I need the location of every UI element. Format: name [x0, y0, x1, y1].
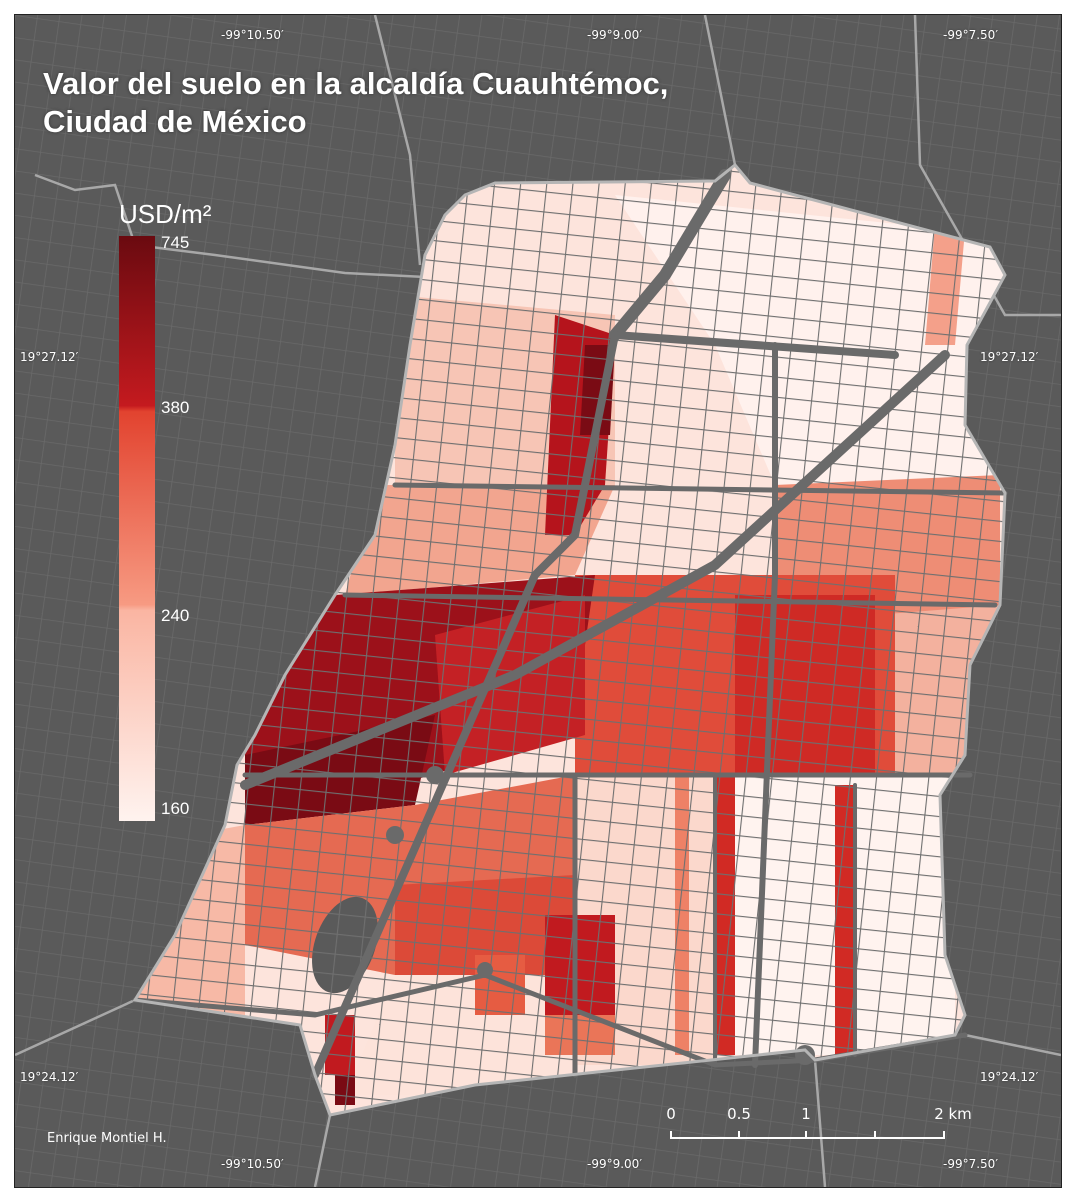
- lon-label-top-1: -99°10.50′: [221, 28, 284, 42]
- lat-label-left-1: 19°27.12′: [20, 350, 79, 364]
- lon-label-bottom-2: -99°9.00′: [587, 1157, 643, 1171]
- scale-label-2: 2 km: [934, 1105, 972, 1123]
- scale-label-1: 1: [801, 1105, 811, 1123]
- lat-label-left-2: 19°24.12′: [20, 1070, 79, 1084]
- legend-value-380: 380: [161, 398, 190, 417]
- scale-bar-line: [671, 1137, 945, 1139]
- map-title-line1: Valor del suelo en la alcaldía Cuauhtémo…: [43, 66, 669, 101]
- lon-label-top-3: -99°7.50′: [943, 28, 999, 42]
- neighbor-boundary-south: [15, 998, 1061, 1187]
- legend-title: USD/m²: [119, 199, 212, 229]
- lon-label-bottom-1: -99°10.50′: [221, 1157, 284, 1171]
- scale-tick-0-5: [738, 1131, 740, 1139]
- scale-tick-2: [943, 1131, 945, 1139]
- scale-label-0-5: 0.5: [727, 1105, 751, 1123]
- legend-value-max: 745: [161, 233, 190, 252]
- lat-label-right-2: 19°24.12′: [980, 1070, 1039, 1084]
- lon-label-bottom-3: -99°7.50′: [943, 1157, 999, 1171]
- author-credit: Enrique Montiel H.: [47, 1131, 167, 1146]
- lon-label-top-2: -99°9.00′: [587, 28, 643, 42]
- map-canvas: [15, 15, 1061, 1187]
- scale-tick-0: [670, 1131, 672, 1139]
- map-title-line2: Ciudad de México: [43, 104, 307, 139]
- main-avenues: [132, 169, 1008, 1079]
- legend-value-min: 160: [161, 799, 190, 818]
- scale-tick-1: [805, 1131, 807, 1139]
- legend-color-bar: [119, 236, 155, 821]
- lat-label-right-1: 19°27.12′: [980, 350, 1039, 364]
- scale-tick-1-5: [874, 1131, 876, 1139]
- cuauhtemoc-boundary: [132, 162, 1007, 1117]
- map-title: Valor del suelo en la alcaldía Cuauhtémo…: [43, 65, 668, 141]
- scale-label-0: 0: [666, 1105, 676, 1123]
- map-frame: -99°10.50′ -99°9.00′ -99°7.50′ -99°10.50…: [14, 14, 1062, 1188]
- legend-value-240: 240: [161, 606, 190, 625]
